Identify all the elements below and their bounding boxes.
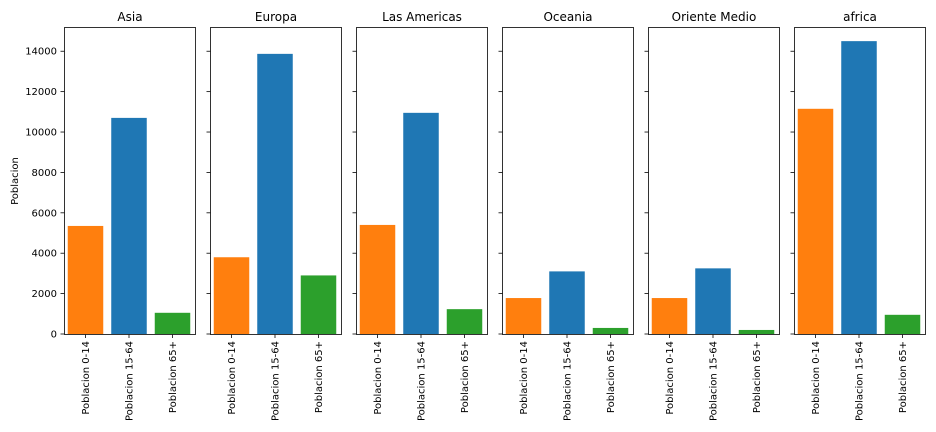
bar [257, 53, 293, 335]
x-tick-label: Poblacion 15-64 [271, 341, 282, 421]
panel-las-americas: Poblacion 0-14 Poblacion 15-64 Poblacion 6… [352, 10, 488, 421]
y-tick-label: 14000 [25, 47, 57, 58]
axes-frame [356, 27, 488, 335]
x-tick-label: Poblacion 65+ [168, 341, 179, 413]
bar [67, 225, 104, 334]
panels: Poblacion 0-14 Poblacion 15-64 Poblacion 6… [60, 10, 926, 421]
y-tick-label: 4000 [32, 249, 57, 260]
axes-frame [502, 27, 634, 335]
bar [300, 275, 337, 334]
x-tick-label: Poblacion 65+ [898, 341, 909, 413]
x-tick-label: Poblacion 0-14 [373, 341, 384, 415]
bar [651, 298, 688, 334]
axes-frame [648, 27, 780, 335]
y-tick-label: 6000 [32, 208, 57, 219]
x-tick-label: Poblacion 65+ [460, 341, 471, 413]
bar [213, 257, 250, 334]
x-tick-label: Poblacion 0-14 [811, 341, 822, 415]
x-tick-label: Poblacion 15-64 [563, 341, 574, 421]
axes-frame [794, 27, 926, 335]
panel-title: africa [843, 10, 877, 24]
x-tick-label: Poblacion 15-64 [855, 341, 866, 421]
bar [695, 268, 731, 334]
panel-title: Asia [117, 10, 142, 24]
axes-frame [64, 27, 196, 335]
panel-europa: Poblacion 0-14 Poblacion 15-64 Poblacion 6… [206, 10, 342, 421]
y-tick-label: 10000 [25, 128, 57, 139]
bar [403, 112, 439, 335]
y-tick-label: 8000 [32, 168, 57, 179]
bar [592, 327, 629, 334]
bar [359, 224, 396, 334]
x-tick-label: Poblacion 65+ [752, 341, 763, 413]
x-tick-label: Poblacion 15-64 [125, 341, 136, 421]
bar [505, 298, 542, 334]
panel-title: Las Americas [382, 10, 462, 24]
panel-title: Oceania [543, 10, 592, 24]
bar [841, 41, 877, 335]
panel-oriente-medio: Poblacion 0-14 Poblacion 15-64 Poblacion 6… [644, 10, 780, 421]
panel-africa: Poblacion 0-14 Poblacion 15-64 Poblacion 6… [790, 10, 926, 421]
y-axis-label: Poblacion [10, 157, 21, 205]
panel-title: Europa [255, 10, 297, 24]
y-axis-ticks: 0 2000 4000 6000 8000 10000 12000 14000 [25, 47, 57, 341]
panel-asia: Poblacion 0-14 Poblacion 15-64 Poblacion 6… [60, 10, 196, 421]
x-tick-label: Poblacion 15-64 [417, 341, 428, 421]
panel-title: Oriente Medio [672, 10, 757, 24]
x-tick-label: Poblacion 15-64 [709, 341, 720, 421]
bar [738, 329, 775, 334]
y-tick-label: 2000 [32, 289, 57, 300]
x-tick-label: Poblacion 0-14 [665, 341, 676, 415]
panel-oceania: Poblacion 0-14 Poblacion 15-64 Poblacion 6… [498, 10, 634, 421]
x-tick-label: Poblacion 0-14 [227, 341, 238, 415]
y-tick-label: 12000 [25, 87, 57, 98]
bar [797, 108, 834, 334]
bar [446, 309, 483, 334]
axes-frame [210, 27, 342, 335]
x-tick-label: Poblacion 65+ [314, 341, 325, 413]
x-tick-label: Poblacion 65+ [606, 341, 617, 413]
bar [154, 312, 191, 334]
y-tick-label: 0 [51, 330, 57, 341]
bar [549, 271, 585, 334]
x-tick-label: Poblacion 0-14 [519, 341, 530, 415]
bar [111, 117, 147, 335]
bar [884, 314, 921, 334]
x-tick-label: Poblacion 0-14 [81, 341, 92, 415]
